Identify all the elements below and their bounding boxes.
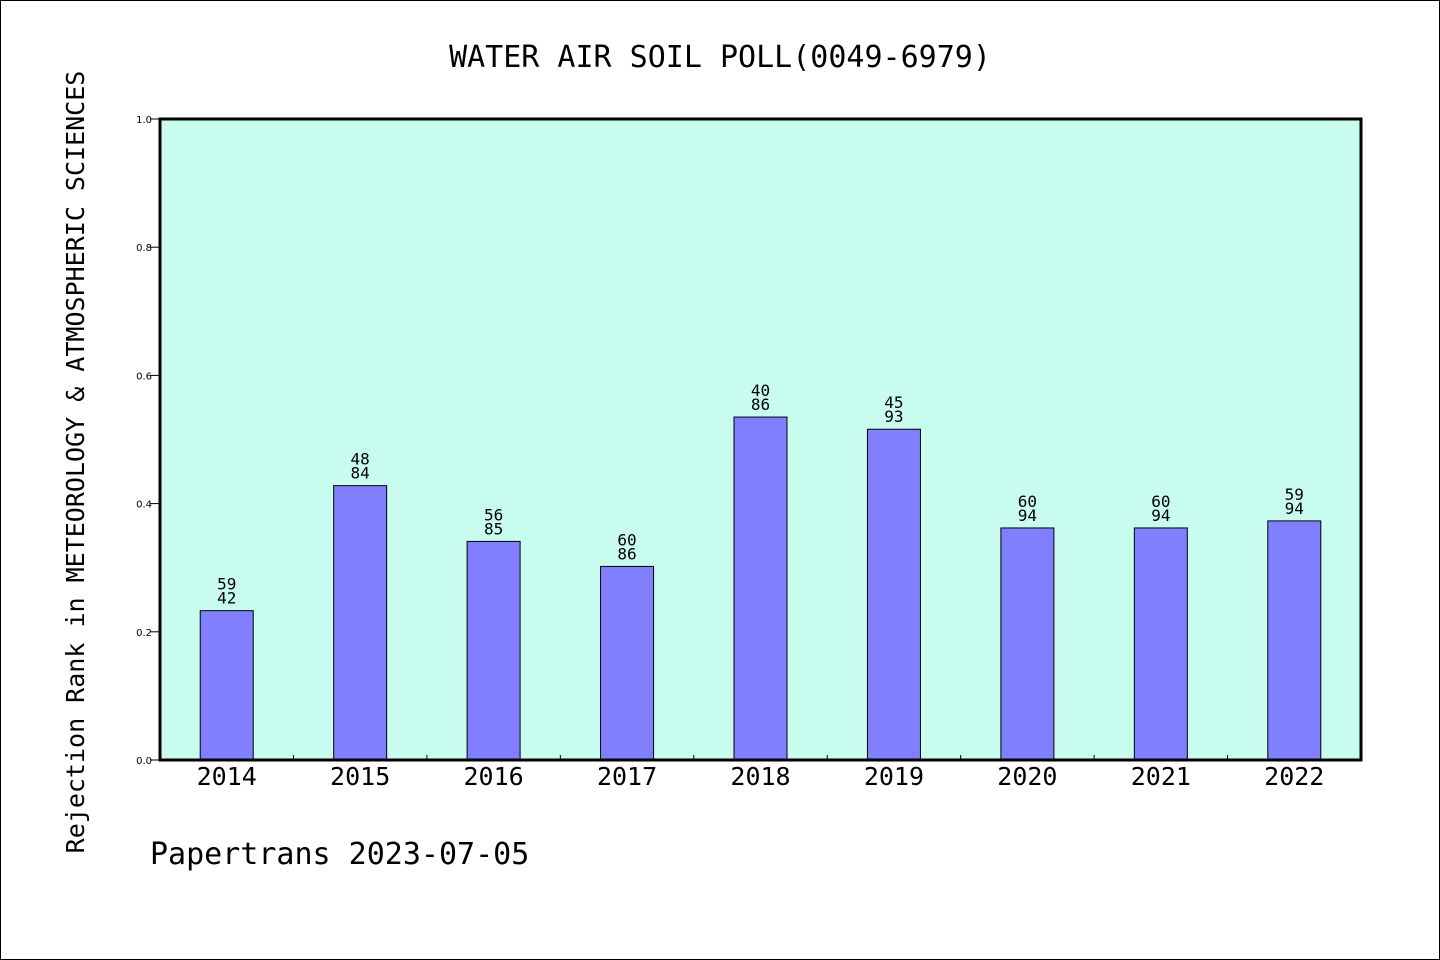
x-tick-label: 2016 bbox=[464, 762, 524, 791]
bar-data-label: 48 bbox=[351, 450, 370, 469]
bar-data-label: 93 bbox=[884, 407, 903, 426]
y-tick-label: 0.2 bbox=[136, 628, 152, 639]
bar-data-label: 60 bbox=[617, 530, 636, 549]
x-tick-label: 2022 bbox=[1264, 762, 1324, 791]
bar-2019 bbox=[866, 428, 921, 761]
bar-2016 bbox=[466, 540, 521, 761]
x-tick-label: 2020 bbox=[997, 762, 1057, 791]
bar-data-label: 42 bbox=[217, 589, 236, 608]
bar-data-label: 59 bbox=[217, 575, 236, 594]
bar-2020 bbox=[1000, 527, 1055, 761]
footer-text: Papertrans 2023-07-05 bbox=[150, 837, 529, 872]
bar-2017 bbox=[600, 565, 655, 761]
x-tick-label: 2015 bbox=[330, 762, 390, 791]
bar-data-label: 94 bbox=[1285, 499, 1304, 518]
x-tick-label: 2019 bbox=[864, 762, 924, 791]
bar-2014 bbox=[199, 610, 254, 761]
bar-2022 bbox=[1267, 520, 1322, 761]
bar-data-label: 86 bbox=[751, 395, 770, 414]
bar-data-label: 56 bbox=[484, 505, 503, 524]
bar-data-label: 84 bbox=[351, 464, 370, 483]
x-tick-label: 2014 bbox=[197, 762, 257, 791]
bar-data-label: 40 bbox=[751, 381, 770, 400]
y-axis: 0.0 0.2 0.4 0.6 0.8 1.0 bbox=[136, 115, 160, 767]
bar-data-label: 45 bbox=[884, 393, 903, 412]
bar-data-label: 60 bbox=[1151, 492, 1170, 511]
y-tick-label: 0.8 bbox=[136, 243, 152, 254]
bar-2015 bbox=[333, 485, 388, 761]
bar-data-label: 85 bbox=[484, 519, 503, 538]
bar-data-label: 59 bbox=[1285, 485, 1304, 504]
y-tick-label: 0.6 bbox=[136, 371, 152, 382]
x-tick-label: 2017 bbox=[597, 762, 657, 791]
bar-data-label: 86 bbox=[617, 544, 636, 563]
bar-2018 bbox=[733, 416, 788, 761]
bar-2021 bbox=[1133, 527, 1188, 761]
x-tick-label: 2021 bbox=[1131, 762, 1191, 791]
x-tick-label: 2018 bbox=[730, 762, 790, 791]
x-axis: 2014 2015 2016 2017 2018 2019 2020 2021 2022 bbox=[197, 755, 1324, 791]
bar-data-label: 94 bbox=[1151, 506, 1170, 525]
plot-border bbox=[158, 117, 1363, 762]
y-tick-label: 0.4 bbox=[136, 500, 152, 511]
chart-title: WATER AIR SOIL POLL(0049-6979) bbox=[449, 40, 991, 75]
y-tick-label: 1.0 bbox=[136, 115, 152, 126]
bar-data-label: 60 bbox=[1018, 492, 1037, 511]
y-axis-label: Rejection Rank in METEOROLOGY & ATMOSPHE… bbox=[61, 71, 90, 854]
bar-data-label: 94 bbox=[1018, 506, 1037, 525]
y-tick-label: 0.0 bbox=[136, 756, 152, 767]
